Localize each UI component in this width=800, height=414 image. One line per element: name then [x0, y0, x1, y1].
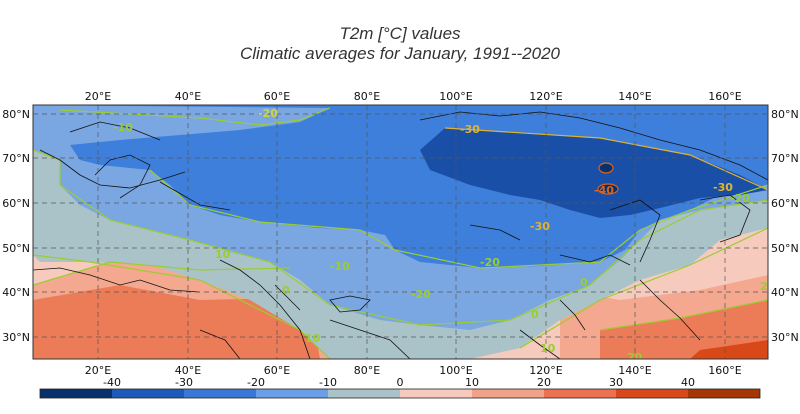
lat-label: 50°N	[771, 242, 799, 255]
lon-label: 100°E	[439, 364, 472, 377]
lon-label: 140°E	[618, 364, 651, 377]
lon-label: 80°E	[354, 364, 380, 377]
colorbar-segment	[472, 389, 544, 398]
lat-label: 80°N	[2, 108, 30, 121]
lon-label: 80°E	[354, 90, 380, 103]
contour-lines	[33, 107, 768, 359]
contour-labels: -20 -30 -30 -40 -20 -10 -10 -20 -30 -20 …	[113, 107, 776, 364]
lon-label: 40°E	[175, 90, 201, 103]
colorbar-tick: 30	[609, 376, 623, 389]
contour-label: -20	[258, 107, 278, 120]
contour-label: -20	[730, 192, 750, 205]
contour-label: 0	[531, 308, 539, 321]
contour-label: -10	[113, 121, 133, 134]
colorbar-frame	[39, 388, 761, 399]
contour-m30	[444, 127, 768, 191]
contour-label: 10	[215, 248, 231, 261]
contour-label: 0	[282, 284, 290, 297]
map-subtitle: Climatic averages for January, 1991--202…	[239, 44, 560, 63]
colorbar-segment	[688, 389, 760, 398]
colorbar-tick: 40	[681, 376, 695, 389]
lat-labels-left: 80°N 70°N 60°N 50°N 40°N 30°N	[2, 108, 30, 344]
contour-label: -40	[594, 184, 614, 197]
contour-label: -30	[713, 181, 733, 194]
lon-label: 160°E	[708, 90, 741, 103]
coastlines	[33, 111, 768, 359]
contour-label: 20	[627, 351, 643, 364]
colorbar-tick: 0	[397, 376, 404, 389]
contour-label: -30	[530, 220, 550, 233]
lat-labels-right: 80°N 70°N 60°N 50°N 40°N 30°N	[771, 108, 799, 344]
lat-label: 50°N	[2, 242, 30, 255]
lat-label: 30°N	[2, 331, 30, 344]
colorbar-segment	[544, 389, 616, 398]
lon-label: 60°E	[264, 364, 290, 377]
lon-label: 140°E	[618, 90, 651, 103]
lon-label: 20°E	[85, 364, 111, 377]
band-30-plus	[33, 285, 768, 359]
band-40-plus	[690, 340, 768, 359]
lon-labels-top: 20°E 40°E 60°E 80°E 100°E 120°E 140°E 16…	[85, 90, 742, 103]
colorbar-tick: -10	[319, 376, 337, 389]
lat-label: 80°N	[771, 108, 799, 121]
colorbar-segment	[184, 389, 256, 398]
contour-label: -10	[330, 260, 350, 273]
colorbar-ticks: -40 -30 -20 -10 0 10 20 30 40	[103, 376, 695, 389]
lon-label: 100°E	[439, 90, 472, 103]
lat-label: 70°N	[2, 152, 30, 165]
colorbar-tick: 10	[465, 376, 479, 389]
map-title: T2m [°C] values	[339, 24, 461, 43]
contour-label: -20	[411, 288, 431, 301]
colorbar	[39, 388, 761, 399]
lon-label: 20°E	[85, 90, 111, 103]
lat-label: 40°N	[2, 286, 30, 299]
lon-label: 120°E	[529, 364, 562, 377]
colorbar-segment	[40, 389, 112, 398]
lon-label: 40°E	[175, 364, 201, 377]
lon-labels-bottom: 20°E 40°E 60°E 80°E 100°E 120°E 140°E 16…	[85, 364, 742, 377]
colorbar-tick: -30	[175, 376, 193, 389]
colorbar-segment	[256, 389, 328, 398]
lon-label: 120°E	[529, 90, 562, 103]
contour-label: 0	[580, 276, 588, 289]
contour-label: 20	[760, 280, 776, 293]
map-frame	[32, 104, 769, 360]
band-m30-m40	[420, 128, 768, 218]
lat-label: 40°N	[771, 286, 799, 299]
colorbar-tick: -20	[247, 376, 265, 389]
colorbar-tick: 20	[537, 376, 551, 389]
lon-label: 60°E	[264, 90, 290, 103]
colorbar-segment	[328, 389, 400, 398]
lat-label: 70°N	[771, 152, 799, 165]
lat-label: 60°N	[771, 197, 799, 210]
lon-label: 160°E	[708, 364, 741, 377]
lat-label: 30°N	[771, 331, 799, 344]
contour-label: 10	[540, 342, 556, 355]
contour-label: -20	[480, 256, 500, 269]
map-area: -20 -30 -30 -40 -20 -10 -10 -20 -30 -20 …	[33, 105, 776, 364]
band-m40-cell-2	[597, 183, 619, 195]
graticule	[33, 105, 768, 359]
lat-label: 60°N	[2, 197, 30, 210]
colorbar-segment	[400, 389, 472, 398]
colorbar-segment	[112, 389, 184, 398]
contour-label: 10	[305, 332, 321, 345]
band-m40-cell-1	[598, 162, 614, 174]
colorbar-segment	[616, 389, 688, 398]
colorbar-tick: -40	[103, 376, 121, 389]
contour-label: -30	[460, 123, 480, 136]
